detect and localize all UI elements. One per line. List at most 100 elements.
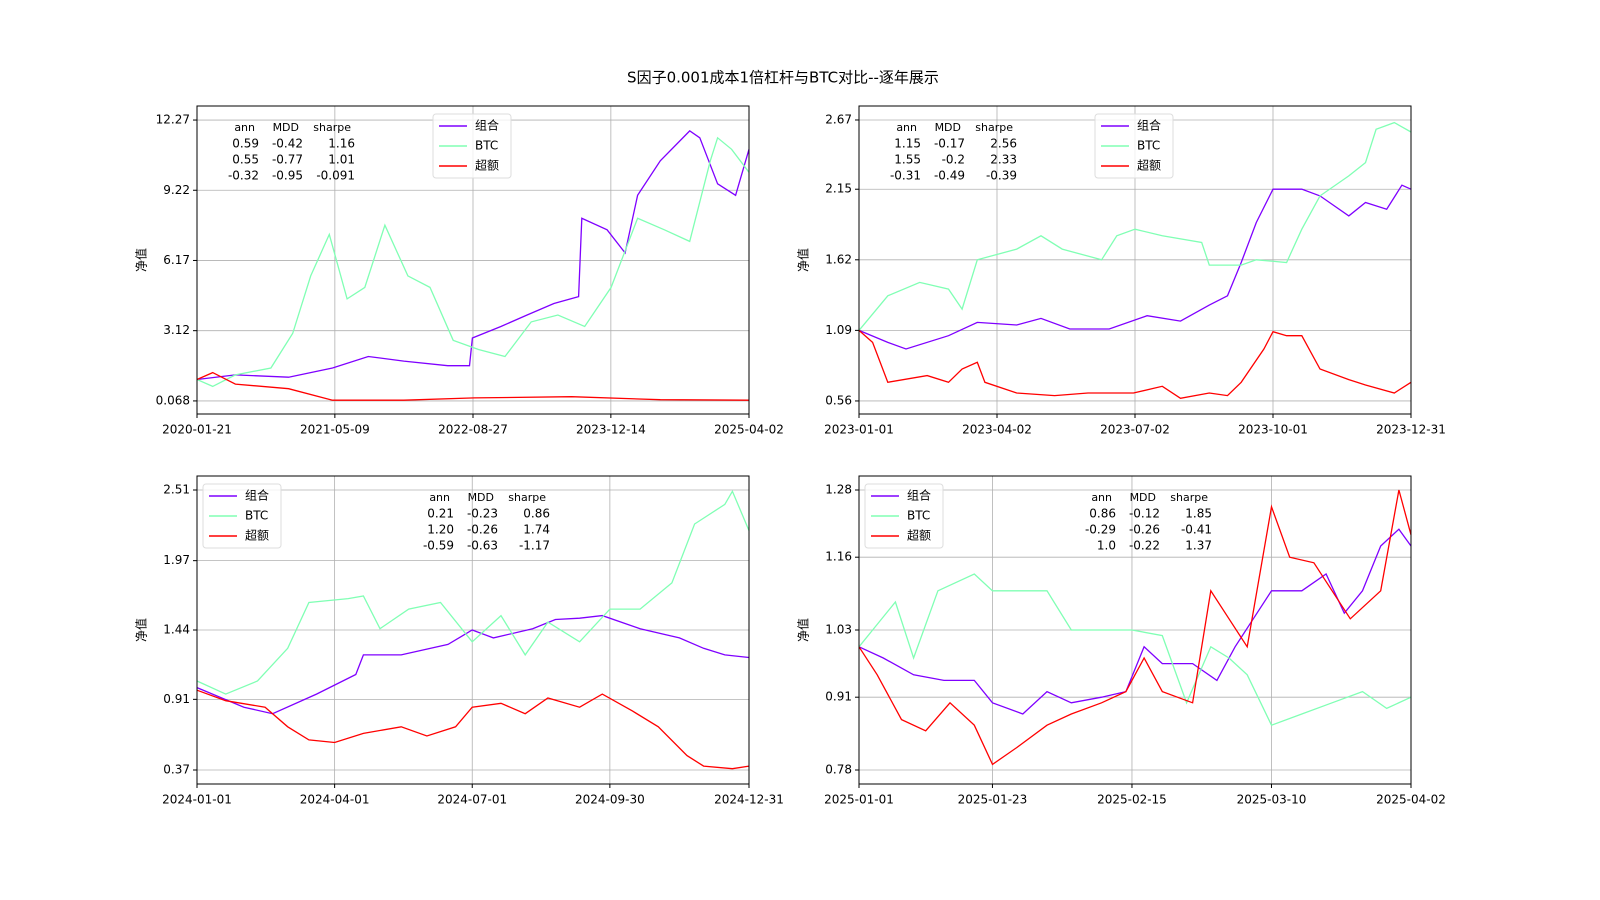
- stats-header: MDD: [1130, 491, 1156, 504]
- axes: 0.78 0.91 1.03 1.16 1.28 2025-01-01 2025-01-23…: [796, 475, 1446, 807]
- stats-header: ann: [896, 121, 917, 134]
- line-series: [196, 489, 750, 695]
- x-tick-label: 2024-09-30: [575, 793, 645, 807]
- stats-cell: 1.01: [328, 153, 355, 167]
- y-tick-label: 1.62: [825, 252, 852, 266]
- stats-cell: 2.33: [990, 153, 1017, 167]
- stats-header: MDD: [935, 121, 961, 134]
- line-series: [858, 121, 1412, 331]
- stats-cell: -0.95: [272, 169, 303, 183]
- legend-label: 组合: [245, 488, 269, 503]
- line-series: [196, 136, 750, 388]
- x-tick-label: 2022-08-27: [438, 423, 508, 437]
- y-tick-label: 3.12: [163, 323, 190, 337]
- y-tick-label: 9.22: [163, 183, 190, 197]
- stats-cell: 1.85: [1185, 507, 1212, 521]
- y-tick-label: 2.67: [825, 112, 852, 126]
- stats-cell: 0.59: [232, 137, 259, 151]
- axes-frame: [858, 105, 1412, 415]
- stats-cell: -0.23: [467, 507, 498, 521]
- axes: 0.56 1.09 1.62 2.15 2.67 2023-01-01 2023-04-02…: [796, 105, 1446, 437]
- legend-label: BTC: [1137, 139, 1160, 153]
- legend-label: 组合: [907, 488, 931, 503]
- y-tick-label: 0.56: [825, 393, 852, 407]
- line-series: [858, 528, 1412, 715]
- y-tick-label: 0.068: [156, 393, 190, 407]
- x-tick-label: 2025-01-23: [958, 793, 1028, 807]
- y-tick-label: 2.15: [825, 182, 852, 196]
- legend-box: [202, 483, 282, 549]
- stats-header: sharpe: [313, 121, 351, 134]
- y-tick-label: 0.37: [163, 763, 190, 777]
- stats-cell: -0.26: [467, 523, 498, 537]
- legend-box: [432, 113, 512, 179]
- y-tick-label: 2.51: [163, 483, 190, 497]
- axes-frame: [196, 475, 750, 785]
- stats-header: sharpe: [508, 491, 546, 504]
- stats-cell: 1.37: [1185, 539, 1212, 553]
- x-tick-label: 2023-04-02: [962, 423, 1032, 437]
- y-tick-label: 12.27: [156, 113, 190, 127]
- y-tick-label: 1.03: [825, 623, 852, 637]
- y-tick-label: 0.91: [163, 692, 190, 706]
- line-series: [196, 130, 750, 381]
- line-series: [858, 489, 1412, 766]
- stats-cell: -0.31: [890, 169, 921, 183]
- x-tick-label: 2024-01-01: [162, 793, 232, 807]
- y-tick-label: 1.28: [825, 483, 852, 497]
- stats-cell: -0.12: [1129, 507, 1160, 521]
- x-tick-label: 2023-10-01: [1238, 423, 1308, 437]
- legend-label: 组合: [1137, 118, 1161, 133]
- stats-cell: -0.22: [1129, 539, 1160, 553]
- stats-cell: 2.56: [990, 137, 1017, 151]
- y-axis-label: 净值: [134, 618, 149, 642]
- y-axis-label: 净值: [796, 618, 811, 642]
- line-series: [858, 329, 1412, 399]
- stats-cell: -0.41: [1181, 523, 1212, 537]
- stats-cell: 0.55: [232, 153, 259, 167]
- stats-cell: -0.42: [272, 137, 303, 151]
- x-tick-label: 2020-01-21: [162, 423, 232, 437]
- stats-header: MDD: [273, 121, 299, 134]
- stats-cell: -0.2: [942, 153, 965, 167]
- x-tick-label: 2021-05-09: [300, 423, 370, 437]
- y-tick-label: 1.16: [825, 550, 852, 564]
- legend-label: BTC: [245, 509, 268, 523]
- stats-cell: 1.0: [1097, 539, 1116, 553]
- stats-header: ann: [429, 491, 450, 504]
- x-tick-label: 2025-04-02: [1376, 793, 1446, 807]
- legend-label: 超额: [907, 528, 931, 543]
- stats-cell: -0.77: [272, 153, 303, 167]
- y-tick-label: 0.78: [825, 763, 852, 777]
- x-tick-label: 2023-12-14: [576, 423, 646, 437]
- line-series: [858, 573, 1412, 727]
- legend-label: 超额: [475, 158, 499, 173]
- legend-label: BTC: [907, 509, 930, 523]
- y-axis-label: 净值: [134, 248, 149, 272]
- line-series: [196, 689, 750, 770]
- x-tick-label: 2023-12-31: [1376, 423, 1446, 437]
- stats-cell: -0.59: [423, 539, 454, 553]
- y-tick-label: 6.17: [163, 253, 190, 267]
- x-tick-label: 2025-03-10: [1237, 793, 1307, 807]
- x-tick-label: 2023-01-01: [824, 423, 894, 437]
- y-tick-label: 1.97: [163, 553, 190, 567]
- legend-label: BTC: [475, 139, 498, 153]
- stats-cell: -0.49: [934, 169, 965, 183]
- x-tick-label: 2024-12-31: [714, 793, 784, 807]
- stats-cell: 1.20: [427, 523, 454, 537]
- x-tick-label: 2025-02-15: [1097, 793, 1167, 807]
- x-tick-label: 2025-04-02: [714, 423, 784, 437]
- axes: 0.37 0.91 1.44 1.97 2.51 2024-01-01 2024-04-01…: [134, 475, 784, 807]
- line-series: [858, 184, 1412, 350]
- y-tick-label: 1.09: [825, 323, 852, 337]
- stats-cell: 1.55: [894, 153, 921, 167]
- stats-cell: -1.17: [519, 539, 550, 553]
- legend-box: [864, 483, 944, 549]
- stats-cell: 0.86: [523, 507, 550, 521]
- stats-cell: -0.29: [1085, 523, 1116, 537]
- stats-cell: -0.39: [986, 169, 1017, 183]
- stats-header: sharpe: [1170, 491, 1208, 504]
